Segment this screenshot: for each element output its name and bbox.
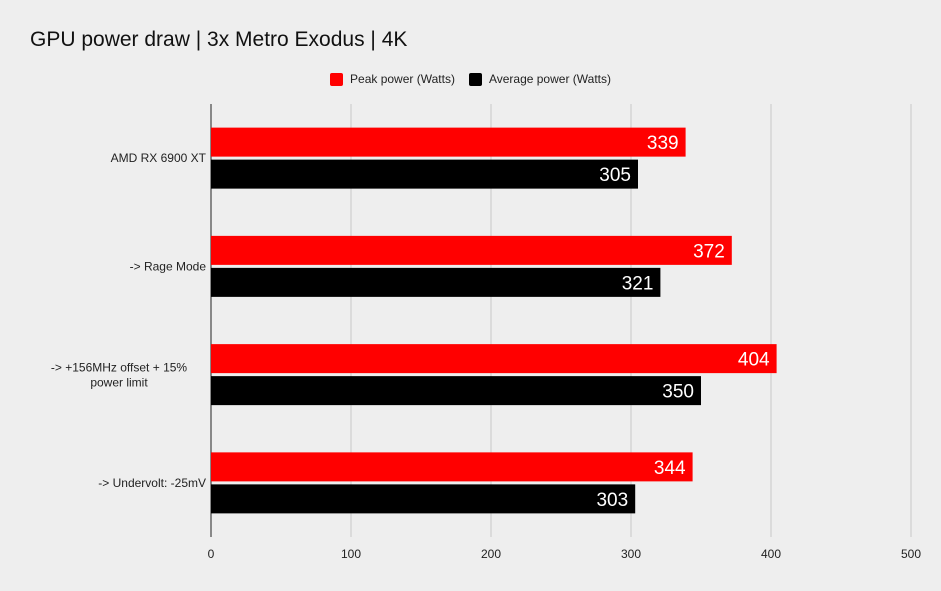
category-label: AMD RX 6900 XT (111, 151, 207, 165)
x-tick-label-500: 500 (901, 547, 921, 561)
x-tick-label-0: 0 (208, 547, 215, 561)
category-label: -> Undervolt: -25mV (98, 476, 206, 490)
bar-peak[interactable] (211, 127, 686, 157)
x-tick-label-400: 400 (761, 547, 781, 561)
bar-average[interactable] (211, 267, 661, 297)
bar-average[interactable] (211, 484, 636, 514)
bar-peak[interactable] (211, 344, 777, 374)
data-label-average: 303 (596, 490, 628, 511)
legend-item-peak[interactable]: Peak power (Watts) (330, 72, 455, 86)
bar-average[interactable] (211, 376, 701, 406)
x-tick-label-100: 100 (341, 547, 361, 561)
data-label-peak: 372 (693, 241, 725, 262)
legend-swatch-peak (330, 72, 344, 86)
bar-average[interactable] (211, 159, 638, 189)
bar-peak[interactable] (211, 452, 693, 482)
legend-swatch-average (468, 72, 482, 86)
data-label-average: 305 (599, 165, 631, 186)
legend: Peak power (Watts) Average power (Watts) (0, 72, 941, 86)
data-label-peak: 404 (738, 350, 770, 371)
category-label: -> +156MHz offset + 15% power limit (51, 361, 188, 390)
data-label-peak: 339 (647, 133, 679, 154)
legend-label-peak: Peak power (Watts) (350, 72, 455, 86)
bar-peak[interactable] (211, 235, 732, 265)
category-label: -> Rage Mode (130, 259, 207, 273)
x-tick-label-300: 300 (621, 547, 641, 561)
data-label-average: 321 (622, 273, 654, 294)
x-tick-label-200: 200 (481, 547, 501, 561)
data-label-peak: 344 (654, 458, 686, 479)
data-label-average: 350 (662, 382, 694, 403)
chart-title: GPU power draw | 3x Metro Exodus | 4K (30, 28, 408, 51)
legend-item-average[interactable]: Average power (Watts) (468, 72, 611, 86)
legend-label-average: Average power (Watts) (488, 72, 611, 86)
